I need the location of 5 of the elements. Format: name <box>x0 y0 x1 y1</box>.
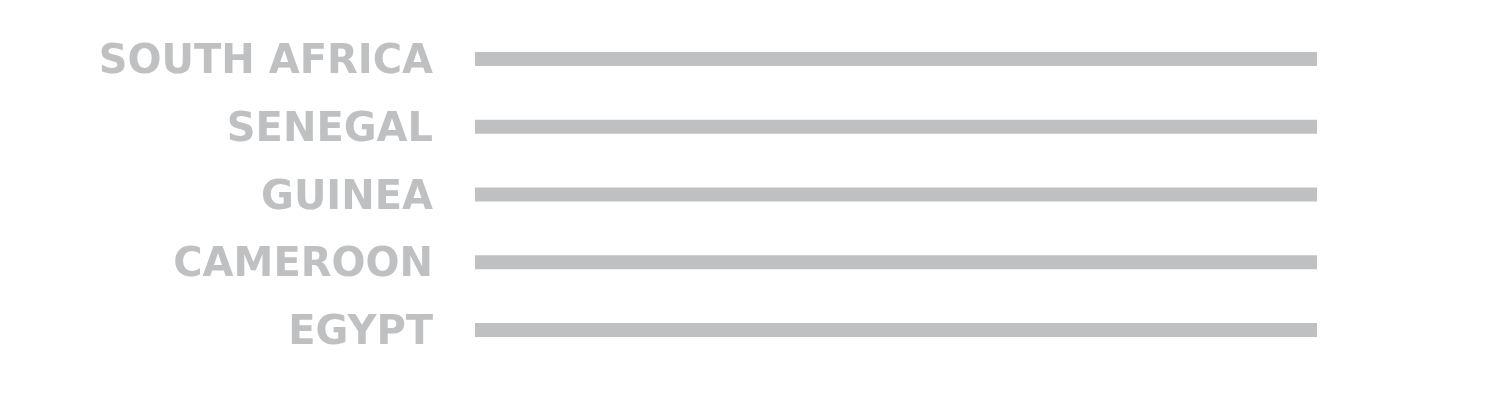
y-tick-label: CAMEROON <box>173 239 433 286</box>
y-tick-label: EGYPT <box>288 307 434 354</box>
y-tick-label: SOUTH AFRICA <box>98 35 434 82</box>
y-tick-label: SENEGAL <box>226 103 433 150</box>
y-tick-label: GUINEA <box>261 171 434 218</box>
